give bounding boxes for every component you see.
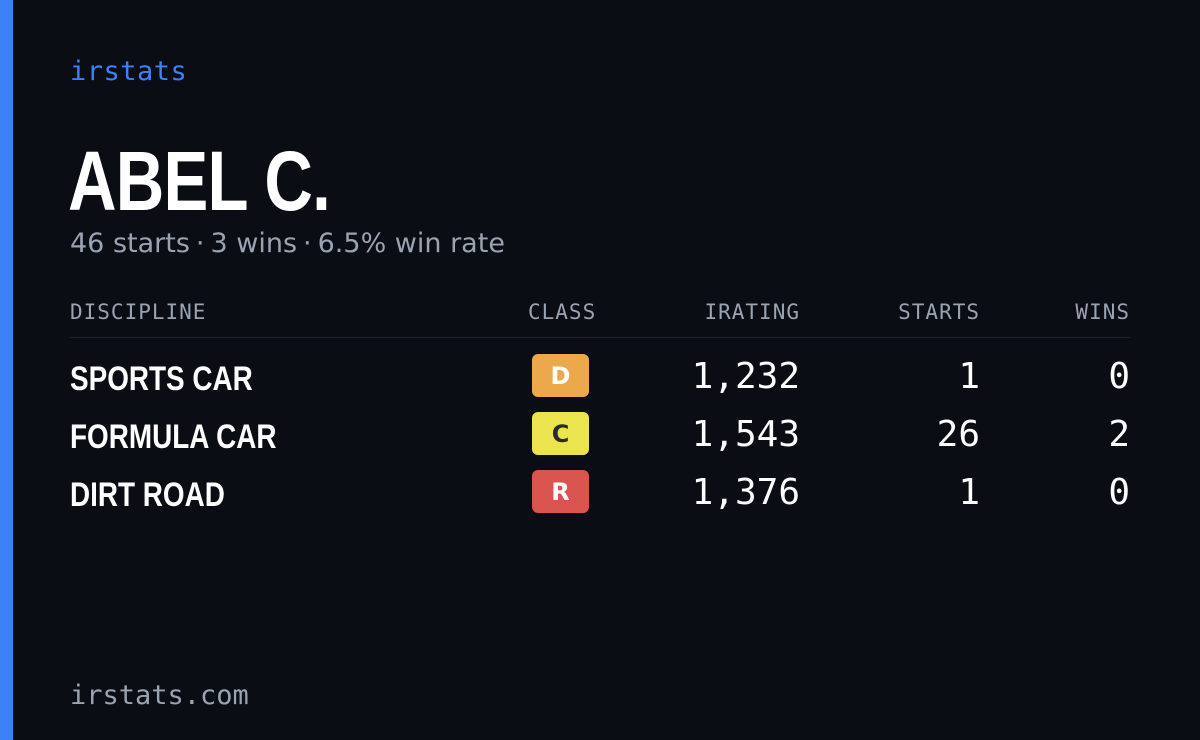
header-wins: WINS <box>1075 300 1130 324</box>
table-row: DIRT ROAD R 1,376 1 0 <box>70 470 1130 514</box>
class-badge: D <box>532 354 589 397</box>
summary-starts: 46 starts <box>70 228 190 259</box>
row-discipline: SPORTS CAR <box>70 360 253 398</box>
row-discipline: FORMULA CAR <box>70 418 277 456</box>
table-row: FORMULA CAR C 1,543 26 2 <box>70 412 1130 456</box>
row-irating: 1,232 <box>691 356 800 397</box>
class-badge: C <box>532 412 589 455</box>
header-irating: IRATING <box>704 300 800 324</box>
row-irating: 1,376 <box>691 472 800 513</box>
row-starts: 26 <box>936 414 980 455</box>
footer-url[interactable]: irstats.com <box>70 680 249 711</box>
summary-separator: · <box>303 228 312 259</box>
summary-win-rate: 6.5% win rate <box>317 228 505 259</box>
header-class: CLASS <box>528 300 597 324</box>
header-starts: STARTS <box>898 300 980 324</box>
accent-bar <box>0 0 13 740</box>
row-wins: 0 <box>1108 472 1130 513</box>
row-wins: 2 <box>1108 414 1130 455</box>
brand-logo[interactable]: irstats <box>70 56 188 87</box>
driver-name: ABEL C. <box>68 134 331 228</box>
row-wins: 0 <box>1108 356 1130 397</box>
class-badge: R <box>532 470 589 513</box>
driver-summary: 46 starts · 3 wins · 6.5% win rate <box>70 228 505 259</box>
summary-separator: · <box>195 228 205 259</box>
row-starts: 1 <box>958 472 980 513</box>
table-header: DISCIPLINE CLASS IRATING STARTS WINS <box>70 300 1130 338</box>
summary-wins: 3 wins <box>210 228 298 259</box>
row-irating: 1,543 <box>691 414 800 455</box>
row-starts: 1 <box>958 356 980 397</box>
header-discipline: DISCIPLINE <box>70 300 207 324</box>
table-row: SPORTS CAR D 1,232 1 0 <box>70 354 1130 398</box>
row-discipline: DIRT ROAD <box>70 476 225 514</box>
